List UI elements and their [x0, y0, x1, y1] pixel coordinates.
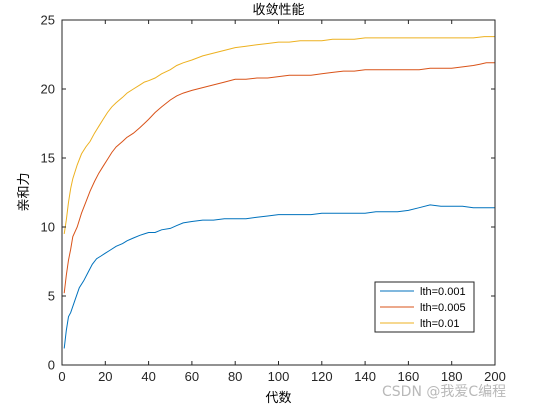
y-tick-label: 15 — [41, 151, 55, 166]
legend-label-3: lth=0.01 — [420, 318, 459, 330]
series-layer — [63, 36, 495, 349]
x-tick-label: 40 — [141, 369, 155, 384]
ticks-layer: 0 20 40 60 80 100 120 140 160 180 200 0 5 10 15 20 25 — [41, 13, 506, 385]
y-axis-title: 亲和力 — [17, 172, 32, 211]
x-tick-label: 120 — [311, 369, 333, 384]
series-line-3 — [63, 36, 495, 234]
series-line-2 — [63, 62, 495, 294]
series-line-1 — [63, 204, 495, 349]
x-tick-label: 140 — [354, 369, 376, 384]
x-tick-label: 100 — [268, 369, 290, 384]
x-tick-label: 180 — [441, 369, 463, 384]
x-tick-label: 160 — [398, 369, 420, 384]
x-tick-label: 80 — [228, 369, 242, 384]
chart-title: 收敛性能 — [252, 2, 304, 18]
legend: lth=0.001 lth=0.005 lth=0.01 — [374, 281, 475, 333]
y-tick-label: 20 — [41, 82, 55, 97]
x-tick-label: 20 — [98, 369, 112, 384]
legend-label-1: lth=0.001 — [420, 286, 466, 298]
y-tick-label: 25 — [41, 13, 55, 28]
y-tick-label: 0 — [48, 358, 55, 373]
legend-label-2: lth=0.005 — [420, 302, 466, 314]
x-axis-title: 代数 — [265, 391, 291, 406]
y-tick-label: 10 — [41, 220, 55, 235]
x-tick-label: 60 — [185, 369, 199, 384]
watermark: CSDN @我爱C编程 — [382, 384, 506, 400]
x-tick-label: 200 — [484, 369, 506, 384]
y-tick-label: 5 — [48, 289, 55, 304]
x-tick-label: 0 — [58, 369, 65, 384]
